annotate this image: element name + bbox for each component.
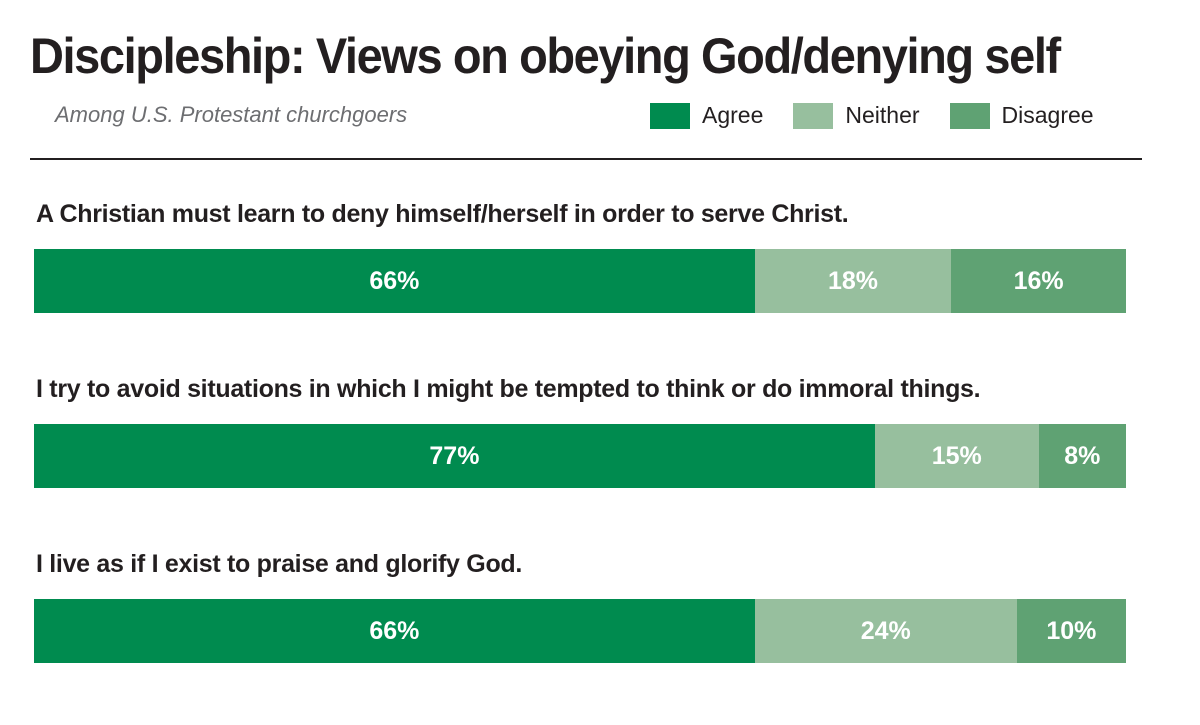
legend-swatch-disagree <box>949 102 990 129</box>
question-label-1: A Christian must learn to deny himself/h… <box>36 200 849 228</box>
chart-title: Discipleship: Views on obeying God/denyi… <box>30 28 1061 84</box>
question-label-3: I live as if I exist to praise and glori… <box>36 550 523 578</box>
title-divider <box>30 158 1142 160</box>
data-label-disagree-3: 10% <box>1046 616 1097 645</box>
legend: Agree Neither Disagree <box>650 102 1094 129</box>
data-label-neither-1: 18% <box>827 266 879 295</box>
data-label-agree-1: 66% <box>369 266 420 295</box>
data-label-neither-3: 24% <box>860 616 911 645</box>
legend-label-agree: Agree <box>702 102 764 128</box>
bar-segment-agree-3: 66% <box>34 599 755 663</box>
bar-segment-disagree-1: 16% <box>951 249 1126 313</box>
data-label-disagree-1: 16% <box>1013 266 1064 295</box>
legend-item-neither: Neither <box>793 102 920 129</box>
bar-segment-disagree-3: 10% <box>1016 599 1126 663</box>
legend-swatch-neither <box>793 102 834 129</box>
legend-label-neither: Neither <box>845 102 920 128</box>
stacked-bar-3: 66% 24% 10% <box>34 599 1126 663</box>
bar-segment-neither-3: 24% <box>754 599 1017 663</box>
chart-subtitle: Among U.S. Protestant churchgoers <box>55 102 408 127</box>
data-label-disagree-2: 8% <box>1064 441 1101 470</box>
data-label-agree-2: 77% <box>429 441 480 470</box>
stacked-bar-1: 66% 18% 16% <box>34 249 1126 313</box>
legend-label-disagree: Disagree <box>1001 102 1094 128</box>
data-label-neither-2: 15% <box>931 441 982 470</box>
question-label-2: I try to avoid situations in which I mig… <box>36 375 981 403</box>
bar-segment-agree-1: 66% <box>34 249 755 313</box>
bar-segment-disagree-2: 8% <box>1038 424 1126 488</box>
bar-segment-neither-1: 18% <box>754 249 952 313</box>
data-label-agree-3: 66% <box>369 616 420 645</box>
legend-item-disagree: Disagree <box>949 102 1094 129</box>
legend-swatch-agree <box>650 102 690 129</box>
legend-item-agree: Agree <box>650 102 763 129</box>
bar-segment-neither-2: 15% <box>874 424 1039 488</box>
bar-segment-agree-2: 77% <box>34 424 875 488</box>
stacked-bar-2: 77% 15% 8% <box>34 424 1126 488</box>
